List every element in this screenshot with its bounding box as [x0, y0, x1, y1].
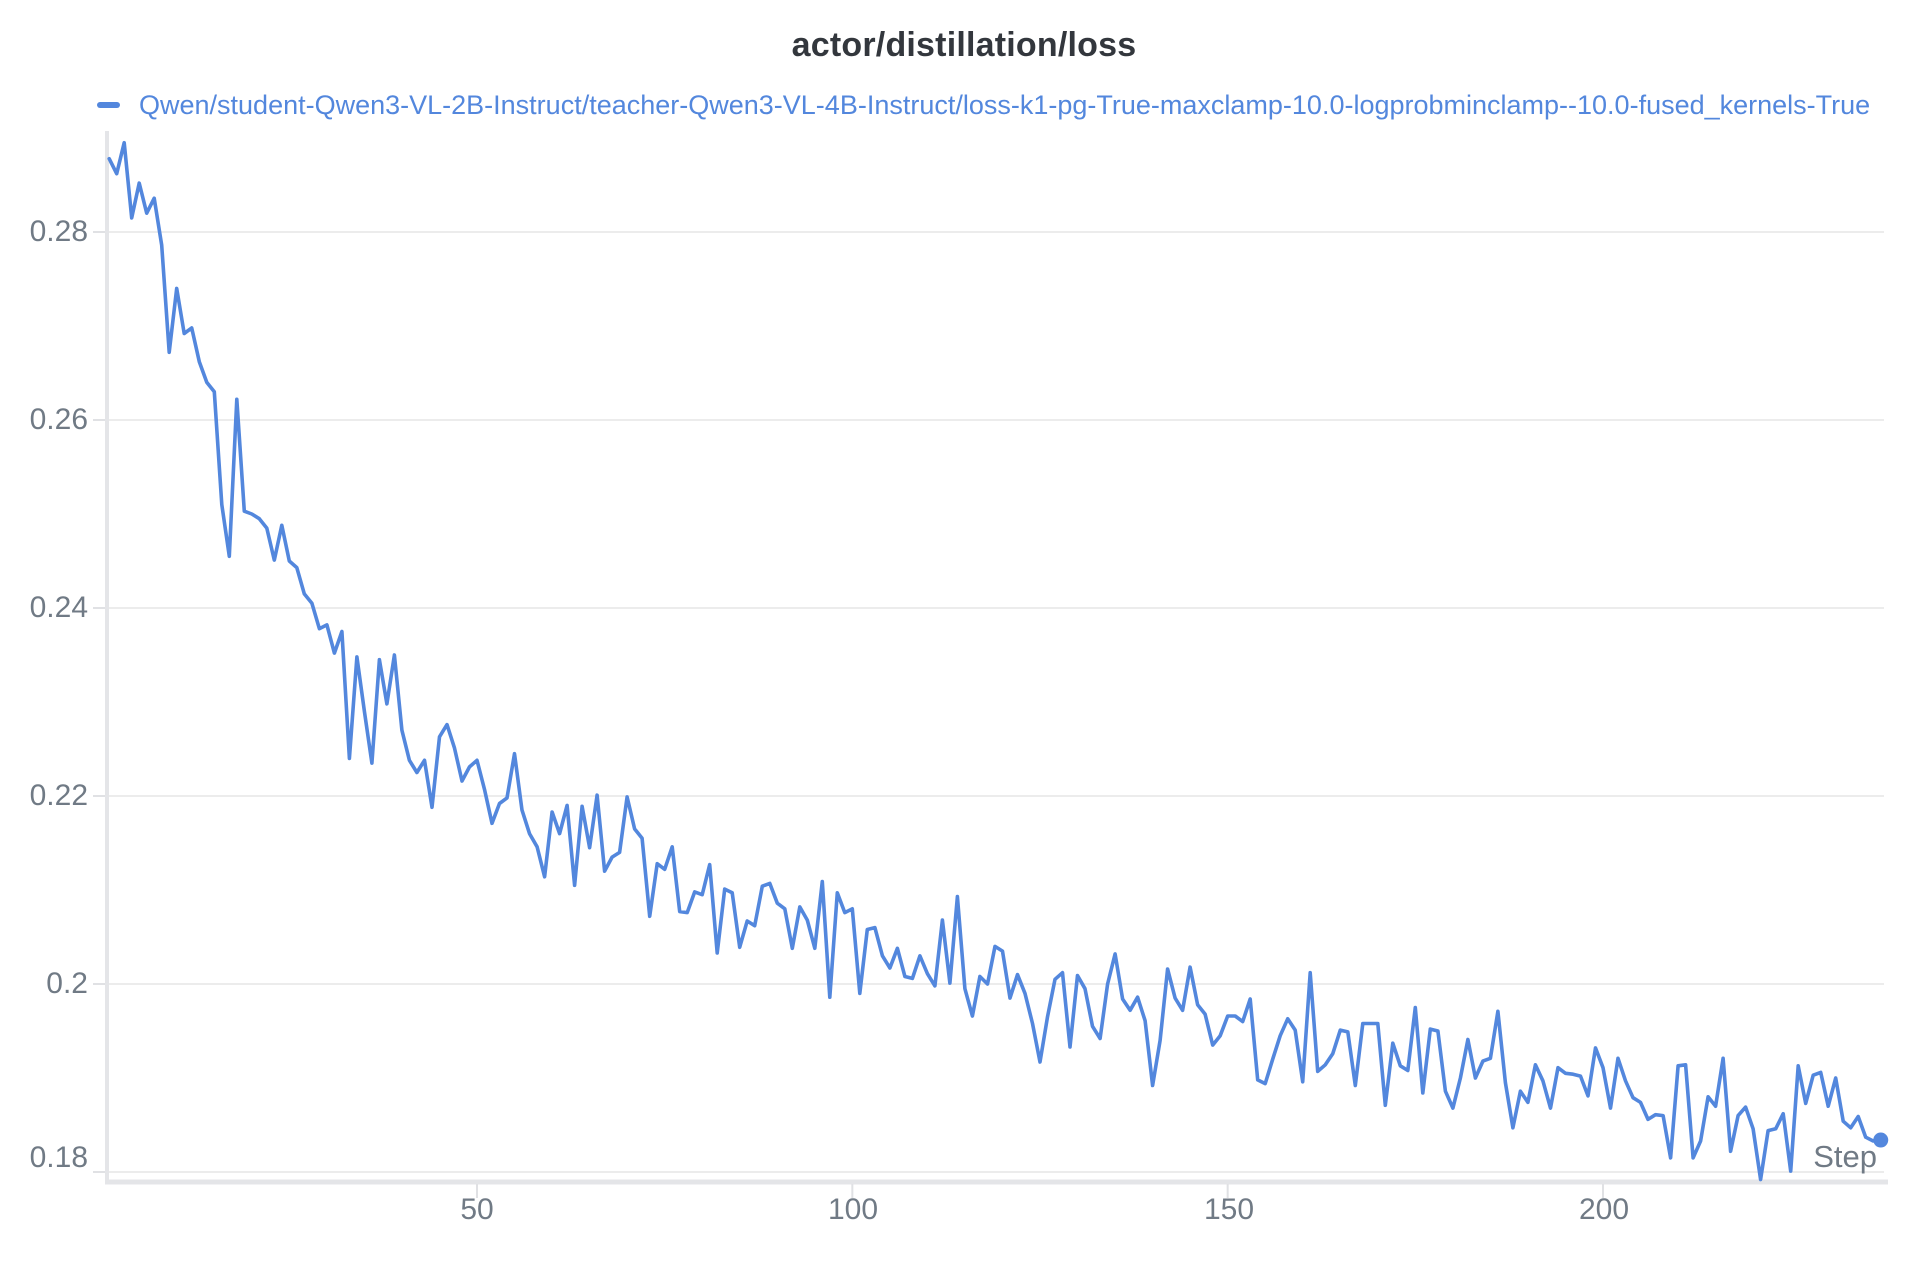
y-tick-label: 0.22	[29, 779, 88, 812]
legend-item[interactable]: Qwen/student-Qwen3-VL-2B-Instruct/teache…	[97, 88, 1870, 122]
y-tick-label: 0.24	[29, 591, 88, 624]
y-tick-label: 0.2	[46, 967, 88, 1000]
x-tick-label: 50	[460, 1193, 494, 1226]
x-axis-title: Step	[1813, 1139, 1877, 1174]
y-tick-label: 0.28	[29, 215, 88, 248]
page-title: actor/distillation/loss	[791, 26, 1137, 64]
y-tick-label: 0.18	[29, 1141, 88, 1174]
x-tick-label: 200	[1578, 1193, 1630, 1226]
x-tick-label: 100	[827, 1193, 879, 1226]
legend-label: Qwen/student-Qwen3-VL-2B-Instruct/teache…	[139, 90, 1871, 120]
y-tick-label: 0.26	[29, 403, 88, 436]
legend-line-swatch-icon	[97, 102, 120, 108]
x-tick-label: 150	[1203, 1193, 1255, 1226]
